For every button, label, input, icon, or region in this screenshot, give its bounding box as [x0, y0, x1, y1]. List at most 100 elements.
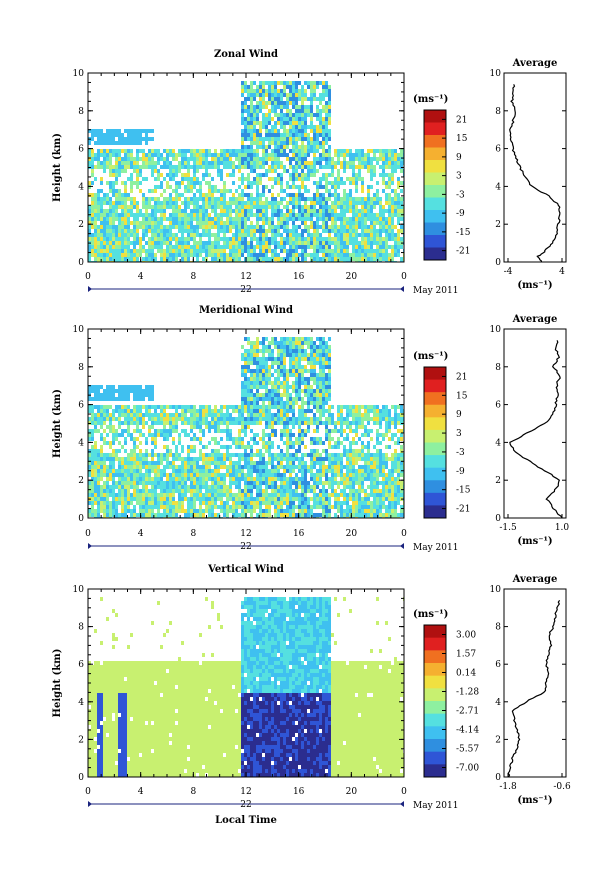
- heatmap-cell: [175, 413, 178, 417]
- heatmap-cell: [211, 425, 214, 429]
- heatmap-cell: [238, 225, 241, 229]
- heatmap-cell: [250, 245, 253, 249]
- heatmap-cell: [199, 409, 202, 413]
- heatmap-cell: [199, 213, 202, 217]
- heatmap-cell: [229, 453, 232, 457]
- heatmap-cell: [238, 157, 241, 161]
- heatmap-cell: [220, 253, 223, 257]
- heatmap-cell: [136, 221, 139, 225]
- heatmap-cell: [361, 405, 364, 409]
- heatmap-cell: [199, 437, 202, 441]
- heatmap-cell: [289, 429, 292, 433]
- heatmap-cell: [127, 165, 130, 169]
- heatmap-cell: [244, 349, 247, 353]
- heatmap-cell: [172, 437, 175, 441]
- heatmap-cell: [172, 413, 175, 417]
- heatmap-cell: [328, 241, 331, 245]
- heatmap-cell: [373, 253, 376, 257]
- heatmap-cell: [325, 397, 328, 401]
- heatmap-cell: [307, 125, 310, 129]
- heatmap-cell: [142, 425, 145, 429]
- heatmap-cell: [187, 221, 190, 225]
- heatmap-cell: [280, 145, 283, 149]
- heatmap-cell: [334, 209, 337, 213]
- heatmap-cell: [316, 189, 319, 193]
- heatmap-cell: [376, 221, 379, 225]
- heatmap-cell: [148, 197, 151, 201]
- heatmap-cell: [196, 413, 199, 417]
- heatmap-cell: [310, 89, 313, 93]
- heatmap-cell: [268, 445, 271, 449]
- heatmap-cell: [247, 393, 250, 397]
- heatmap-cell: [274, 89, 277, 93]
- heatmap-cell: [301, 153, 304, 157]
- heatmap-cell: [163, 453, 166, 457]
- heatmap-cell: [226, 221, 229, 225]
- heatmap-cell: [112, 181, 115, 185]
- heatmap-cell: [343, 241, 346, 245]
- heatmap-cell: [142, 249, 145, 253]
- heatmap-cell: [268, 461, 271, 465]
- heatmap-cell: [274, 233, 277, 237]
- heatmap-cell: [253, 361, 256, 365]
- heatmap-cell: [349, 205, 352, 209]
- heatmap-cell: [115, 141, 118, 145]
- heatmap-cell: [355, 405, 358, 409]
- heatmap-cell: [115, 429, 118, 433]
- heatmap-cell: [355, 409, 358, 413]
- heatmap-cell: [118, 441, 121, 445]
- heatmap-cell: [391, 257, 394, 261]
- heatmap-cell: [118, 421, 121, 425]
- heatmap-cell: [244, 401, 247, 405]
- heatmap-cell: [166, 457, 169, 461]
- heatmap-cell: [94, 177, 97, 181]
- heatmap-cell: [358, 165, 361, 169]
- heatmap-cell: [289, 117, 292, 121]
- heatmap-cell: [328, 173, 331, 177]
- heatmap-cell: [298, 137, 301, 141]
- heatmap-cell: [304, 253, 307, 257]
- heatmap-cell: [400, 197, 403, 201]
- heatmap-cell: [109, 417, 112, 421]
- heatmap-cell: [229, 201, 232, 205]
- heatmap-cell: [334, 193, 337, 197]
- heatmap-cell: [184, 153, 187, 157]
- heatmap-cell: [373, 213, 376, 217]
- heatmap-cell: [331, 201, 334, 205]
- heatmap-cell: [211, 205, 214, 209]
- heatmap-cell: [289, 393, 292, 397]
- colorbar-segment: [424, 210, 446, 223]
- heatmap-cell: [277, 137, 280, 141]
- heatmap-cell: [97, 469, 100, 473]
- heatmap-cell: [283, 381, 286, 385]
- heatmap-cell: [247, 157, 250, 161]
- heatmap-cell: [223, 461, 226, 465]
- heatmap-cell: [187, 165, 190, 169]
- heatmap-cell: [214, 257, 217, 261]
- heatmap-cell: [286, 205, 289, 209]
- heatmap-cell: [352, 245, 355, 249]
- heatmap-cell: [115, 249, 118, 253]
- heatmap-cell: [172, 429, 175, 433]
- heatmap-cell: [319, 205, 322, 209]
- heatmap-cell: [313, 257, 316, 261]
- heatmap-cell: [157, 417, 160, 421]
- heatmap-cell: [205, 417, 208, 421]
- heatmap-cell: [286, 133, 289, 137]
- heatmap-cell: [253, 149, 256, 153]
- heatmap-cell: [328, 133, 331, 137]
- heatmap-cell: [400, 237, 403, 241]
- heatmap-cell: [376, 417, 379, 421]
- heatmap-cell: [328, 365, 331, 369]
- heatmap-cell: [358, 245, 361, 249]
- heatmap-cell: [283, 105, 286, 109]
- heatmap-cell: [388, 201, 391, 205]
- heatmap-cell: [142, 397, 145, 401]
- heatmap-cell: [127, 417, 130, 421]
- heatmap-cell: [214, 225, 217, 229]
- heatmap-cell: [160, 209, 163, 213]
- heatmap-cell: [136, 257, 139, 261]
- heatmap-cell: [130, 449, 133, 453]
- heatmap-cell: [253, 453, 256, 457]
- heatmap-cell: [286, 393, 289, 397]
